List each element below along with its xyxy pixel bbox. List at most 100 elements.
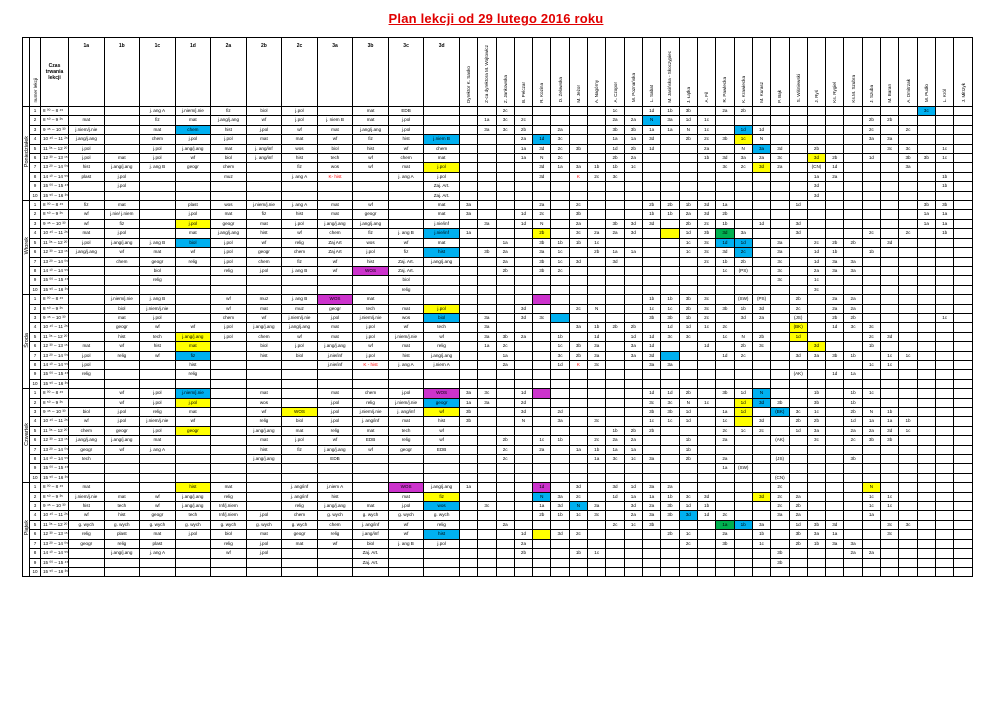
teacher-cell: 3d [550, 529, 570, 540]
teacher-cell: 2a [751, 312, 772, 324]
teacher-cell: 1d [641, 341, 662, 352]
teacher-cell: 2b [495, 435, 515, 446]
teacher-cell [532, 303, 552, 314]
teacher-name: B. Pelczar [520, 81, 526, 103]
class-lesson-cell: j.niem/j.nie [352, 312, 389, 324]
class-header: 1b [103, 37, 141, 107]
teacher-cell: 1b [641, 294, 662, 305]
class-lesson-cell [68, 472, 105, 484]
teacher-cell: 3b [623, 124, 644, 136]
teacher-cell [550, 171, 570, 183]
class-header: 3b [352, 37, 389, 107]
teacher-cell [678, 162, 698, 173]
lesson-number-header-label: numer lekcji [32, 78, 38, 103]
teacher-cell: 3d [513, 312, 534, 324]
lesson-number: 3 [29, 312, 41, 324]
class-lesson-cell [316, 463, 354, 474]
teacher-cell: 1c [641, 303, 662, 314]
teacher-cell: 1a [623, 247, 644, 258]
class-lesson-cell: j. ang B [139, 162, 176, 173]
teacher-cell: 1c [751, 538, 772, 550]
teacher-name: L. Sabat [649, 85, 655, 103]
teacher-cell [953, 312, 973, 324]
teacher-cell [477, 444, 497, 456]
teacher-cell: 3c [696, 247, 717, 258]
teacher-cell [825, 218, 845, 230]
class-lesson-cell [387, 378, 425, 390]
teacher-cell [916, 397, 937, 409]
teacher-cell: 2c [495, 444, 515, 456]
lesson-time: 15 ⁵⁰ – 16 ³⁵ [39, 190, 70, 202]
teacher-cell: 3d [715, 247, 735, 258]
teacher-cell [751, 228, 772, 239]
class-lesson-cell: tech [103, 501, 141, 512]
teacher-cell [623, 472, 644, 484]
teacher-cell: N [678, 124, 698, 136]
teacher-cell: 1b [843, 397, 863, 409]
teacher-cell [696, 416, 717, 427]
teacher-cell [641, 190, 662, 202]
teacher-cell [843, 247, 863, 258]
teacher-cell [623, 209, 644, 220]
teacher-cell [513, 359, 534, 371]
class-lesson-cell: j.pol [423, 171, 460, 183]
teacher-cell [770, 303, 790, 314]
day-label: Środa [22, 294, 30, 390]
class-lesson-cell: wf [210, 548, 247, 559]
teacher-cell [953, 510, 973, 521]
teacher-cell [495, 397, 515, 409]
teacher-cell [843, 181, 863, 192]
teacher-cell: 1c [880, 491, 900, 503]
teacher-cell [623, 275, 644, 286]
teacher-cell: 3d [751, 397, 772, 409]
class-lesson-cell: biol [352, 538, 389, 550]
teacher-cell: N [861, 482, 882, 493]
lesson-time: 9 ⁴⁵ – 10 ³⁰ [39, 406, 70, 418]
class-lesson-cell: j.ang/j.ang [103, 548, 141, 559]
teacher-cell [568, 463, 589, 474]
timetable-row: 7 13 ²⁰ – 14 ⁰⁵ j.pol relig wf fiz hist biol j.n… [23, 350, 973, 361]
teacher-cell [806, 209, 827, 220]
teacher-cell [623, 171, 644, 183]
class-lesson-cell: muz [210, 171, 247, 183]
teacher-cell [477, 105, 497, 117]
teacher-cell [751, 181, 772, 192]
timetable-row: Wtorek 1 8 ⁰⁰ – 8 ⁴⁵ fiz mat plast wos j.niem/j… [22, 200, 973, 296]
teacher-cell [843, 359, 863, 371]
class-lesson-cell [103, 359, 141, 371]
class-lesson-cell [174, 303, 212, 314]
teacher-cell [770, 181, 790, 192]
day-name: Piątek [24, 520, 30, 536]
teacher-cell [770, 416, 790, 427]
class-lesson-cell [103, 265, 141, 277]
class-lesson-cell: wf [174, 322, 212, 333]
teacher-cell: 3a [641, 454, 662, 465]
teacher-cell [715, 190, 735, 202]
teacher-cell: 1b [715, 256, 735, 267]
teacher-cell: 2b [825, 153, 845, 164]
teacher-cell: 1d [641, 388, 662, 399]
teacher-cell [770, 218, 790, 230]
teacher-cell [495, 218, 515, 230]
teacher-cell [843, 501, 863, 512]
teacher-cell [587, 190, 607, 202]
teacher-cell [934, 294, 955, 305]
teacher-cell [495, 416, 515, 427]
class-lesson-cell: wf [316, 435, 354, 446]
teacher-cell: 3c [550, 350, 570, 361]
teacher-cell [550, 397, 570, 409]
teacher-cell [458, 463, 479, 474]
teacher-cell [641, 256, 662, 267]
teacher-cell [843, 124, 863, 136]
teacher-cell: 3d [568, 256, 589, 267]
class-lesson-cell: hist [387, 350, 425, 361]
class-lesson-cell [316, 105, 354, 117]
teacher-cell [916, 425, 937, 437]
teacher-cell [898, 454, 918, 465]
lesson-time: 15 ⁰⁰ – 15 ⁴⁵ [39, 557, 70, 568]
class-lesson-cell: mat [387, 491, 425, 503]
teacher-cell [916, 369, 937, 380]
class-lesson-cell [210, 181, 247, 192]
